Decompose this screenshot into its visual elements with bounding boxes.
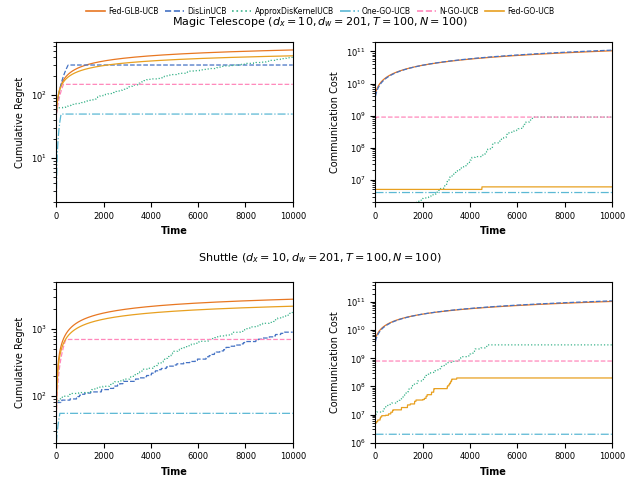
X-axis label: Time: Time: [161, 467, 188, 477]
Y-axis label: Cumulative Regret: Cumulative Regret: [15, 317, 25, 408]
Legend: Fed-GLB-UCB, DisLinUCB, ApproxDisKernelUCB, One-GO-UCB, N-GO-UCB, Fed-GO-UCB: Fed-GLB-UCB, DisLinUCB, ApproxDisKernelU…: [83, 4, 557, 19]
X-axis label: Time: Time: [480, 467, 507, 477]
Text: Shuttle ($d_x = 10, d_w = 201, T = 100, N = 100$): Shuttle ($d_x = 10, d_w = 201, T = 100, …: [198, 251, 442, 265]
X-axis label: Time: Time: [480, 226, 507, 237]
Y-axis label: Communication Cost: Communication Cost: [330, 71, 340, 173]
Y-axis label: Cumulative Regret: Cumulative Regret: [15, 76, 25, 168]
Text: Magic Telescope ($d_x = 10, d_w = 201, T = 100, N = 100$): Magic Telescope ($d_x = 10, d_w = 201, T…: [172, 15, 468, 29]
Y-axis label: Communication Cost: Communication Cost: [330, 311, 340, 413]
X-axis label: Time: Time: [161, 226, 188, 237]
